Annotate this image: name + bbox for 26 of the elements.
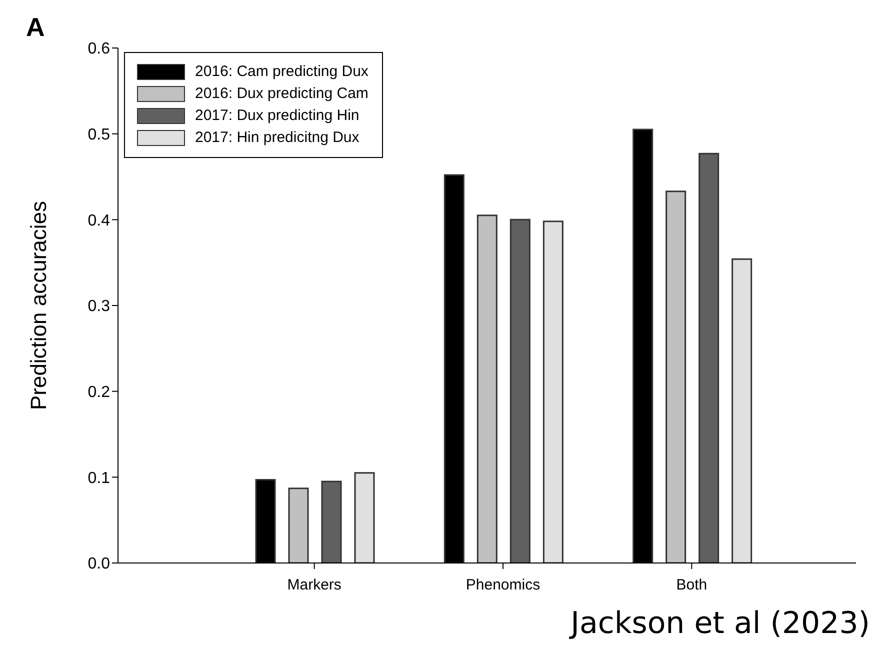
y-tick-label: 0.4 <box>88 212 110 230</box>
bar <box>510 218 530 563</box>
x-tick-label: Phenomics <box>466 576 540 594</box>
bar <box>666 190 686 563</box>
bar <box>288 488 309 563</box>
y-tick-label: 0.3 <box>88 298 110 316</box>
y-tick-label: 0.2 <box>88 384 110 402</box>
y-tick-label: 0.6 <box>88 40 110 58</box>
legend-label: 2017: Hin predicitng Dux <box>195 128 360 148</box>
legend-label: 2017: Dux predicting Hin <box>195 106 360 126</box>
x-tick-label: Both <box>676 576 708 594</box>
bar <box>698 152 720 563</box>
legend-label: 2016: Dux predicting Cam <box>195 84 368 104</box>
y-axis-title: Prediction accuracies <box>26 200 51 410</box>
bar <box>321 480 342 563</box>
y-tick-label: 0.0 <box>88 556 110 573</box>
bar <box>354 472 375 563</box>
y-tick-label: 0.1 <box>88 470 110 487</box>
x-tick-label: Markers <box>287 576 342 594</box>
bar <box>542 220 564 563</box>
legend-label: 2016: Cam predicting Dux <box>195 62 368 82</box>
bar <box>732 258 752 563</box>
text: A <box>26 12 45 43</box>
text: Jackson et al (2023) <box>570 606 870 641</box>
bar <box>476 214 498 563</box>
y-tick-label: 0.5 <box>88 126 110 144</box>
